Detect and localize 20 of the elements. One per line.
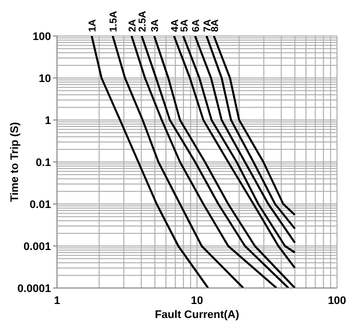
text: 6A	[191, 19, 202, 32]
text: 2A	[128, 19, 139, 32]
text: 2.5A	[138, 10, 149, 32]
y-axis-title: Time to Trip (S)	[8, 122, 21, 202]
text: 3A	[150, 19, 162, 32]
x-tick-label: 1	[54, 294, 60, 307]
y-tick-label: 0.001	[23, 240, 51, 253]
text: 5A	[179, 19, 190, 32]
y-tick-label: 0.1	[36, 156, 51, 169]
y-tick-label: 1	[44, 114, 51, 127]
text: 4A	[170, 19, 181, 32]
x-tick-label: 100	[328, 294, 346, 307]
x-axis-title: Fault Current(A)	[154, 309, 240, 321]
text: 1.5A	[108, 10, 120, 32]
text: 1A	[88, 19, 99, 32]
y-tick-label: 0.0001	[17, 282, 51, 295]
x-tick-label: 10	[190, 294, 204, 307]
y-tick-label: 0.01	[30, 198, 51, 211]
y-tick-label: 100	[32, 30, 51, 43]
y-tick-label: 10	[38, 72, 51, 85]
